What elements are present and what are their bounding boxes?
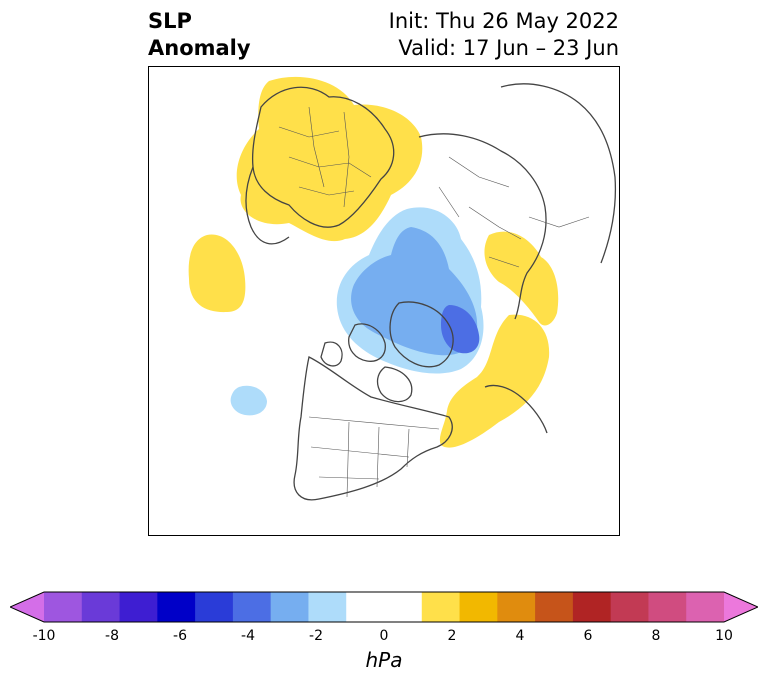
coast-alaska bbox=[484, 384, 548, 434]
colorbar-segment bbox=[686, 592, 725, 622]
colorbar-segment bbox=[572, 592, 612, 622]
map-title: SLP Anomaly bbox=[148, 8, 251, 62]
coast-arctic-archipelago bbox=[320, 323, 386, 367]
coast-siberia bbox=[418, 133, 547, 320]
coast-europe-west bbox=[245, 166, 290, 245]
negative-anomalies bbox=[230, 207, 484, 416]
colorbar-segment bbox=[157, 592, 196, 622]
coast-asia-east bbox=[500, 83, 617, 264]
colorbar-segment bbox=[497, 592, 536, 622]
colorbar-segment bbox=[270, 592, 309, 622]
colorbar-segment bbox=[232, 592, 272, 622]
colorbar-extend-min bbox=[10, 592, 44, 622]
coast-north-america bbox=[293, 356, 453, 501]
map-svg bbox=[188, 76, 617, 501]
positive-anomaly-siberia bbox=[484, 231, 559, 326]
negative-anomaly-eastern bbox=[230, 385, 267, 416]
date-info: Init: Thu 26 May 2022 Valid: 17 Jun – 23… bbox=[389, 8, 619, 62]
colorbar-tick-label: 8 bbox=[651, 628, 661, 644]
colorbar-segments bbox=[10, 592, 758, 622]
colorbar-segment bbox=[81, 592, 121, 622]
positive-anomaly-atlantic-west bbox=[188, 234, 246, 313]
map-panel bbox=[148, 66, 620, 536]
colorbar-tick-label: -4 bbox=[241, 628, 255, 644]
colorbar-tick-label: 0 bbox=[379, 628, 389, 644]
colorbar-tick-label: -2 bbox=[309, 628, 323, 644]
coast-europe bbox=[251, 86, 395, 228]
colorbar-tick-label: -6 bbox=[173, 628, 187, 644]
colorbar-tick-label: 10 bbox=[715, 628, 733, 644]
border-lines-north-america bbox=[308, 416, 440, 498]
borders bbox=[278, 106, 590, 498]
border-lines-asia bbox=[438, 156, 590, 268]
coastlines bbox=[245, 83, 617, 501]
colorbar-segment bbox=[648, 592, 687, 622]
colorbar-segment bbox=[119, 592, 158, 622]
coast-greenland bbox=[389, 301, 454, 368]
colorbar-segment bbox=[308, 592, 347, 622]
colorbar bbox=[10, 591, 758, 623]
colorbar-segment bbox=[421, 592, 461, 622]
colorbar-segment bbox=[535, 592, 574, 622]
negative-anomaly-core bbox=[441, 305, 480, 354]
colorbar-segment bbox=[44, 592, 83, 622]
colorbar-segment bbox=[459, 592, 498, 622]
coast-hudson-bay bbox=[376, 366, 413, 403]
colorbar-segment bbox=[610, 592, 649, 622]
colorbar-tick-label: 6 bbox=[583, 628, 593, 644]
colorbar-tick-label: -8 bbox=[105, 628, 119, 644]
colorbar-outline bbox=[10, 591, 758, 623]
init-date: Init: Thu 26 May 2022 bbox=[388, 9, 619, 33]
border-lines-europe bbox=[278, 106, 372, 208]
colorbar-extend-max bbox=[724, 592, 758, 622]
positive-anomaly-pacific bbox=[439, 314, 550, 448]
title-line-1: SLP bbox=[148, 9, 192, 33]
colorbar-tick-label: 2 bbox=[447, 628, 457, 644]
title-line-2: Anomaly bbox=[148, 36, 251, 60]
colorbar-label: hPa bbox=[365, 648, 403, 672]
valid-range: Valid: 17 Jun – 23 Jun bbox=[398, 36, 619, 60]
colorbar-tick-label: 4 bbox=[515, 628, 525, 644]
colorbar-tick-label: -10 bbox=[32, 628, 56, 644]
colorbar-segment bbox=[346, 592, 385, 622]
colorbar-segment bbox=[195, 592, 234, 622]
colorbar-segment bbox=[384, 592, 423, 622]
